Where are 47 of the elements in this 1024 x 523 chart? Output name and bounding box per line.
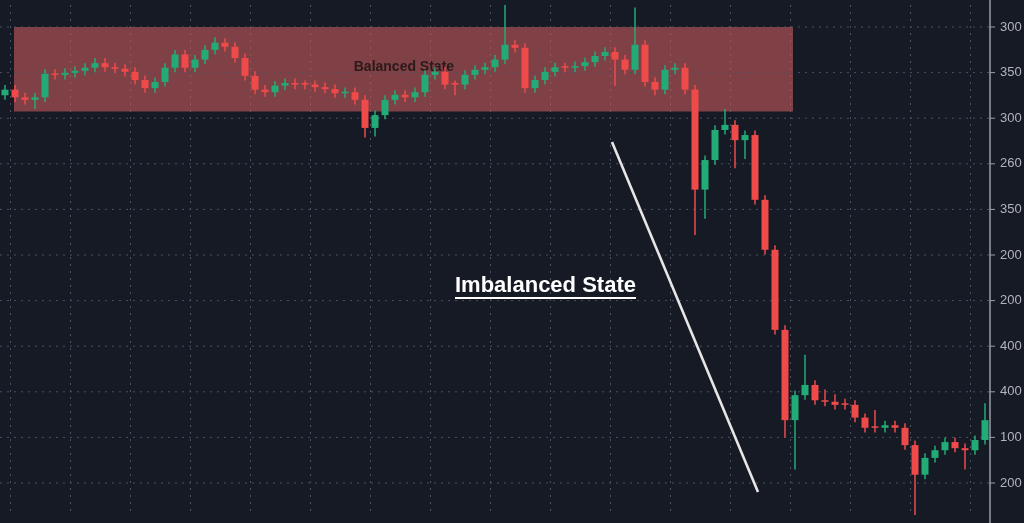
text: 260 (1000, 155, 1022, 171)
candlestick (821, 389, 829, 407)
candlestick (961, 443, 969, 470)
candlestick (501, 5, 509, 65)
band-label: Balanced State (353, 58, 455, 75)
candlestick (81, 63, 89, 76)
candlestick (101, 58, 109, 72)
text: 200 (1000, 474, 1022, 490)
candlestick (731, 120, 739, 169)
candlestick (1, 85, 9, 100)
candlestick (721, 109, 729, 135)
annotation: Imbalanced State (455, 272, 636, 298)
text: 300 (1000, 109, 1022, 125)
text: 400 (1000, 383, 1022, 399)
candlestick (601, 47, 609, 61)
candlestick (301, 80, 309, 90)
candlestick (741, 130, 749, 160)
candlestick (291, 78, 299, 90)
candlestick (221, 38, 229, 52)
text: 350 (1000, 200, 1022, 216)
candlestick (871, 409, 879, 433)
candlestick (611, 47, 619, 87)
candlestick (71, 66, 79, 78)
candlestick (841, 398, 849, 410)
candlestick (281, 78, 289, 91)
candlestick (321, 82, 329, 94)
candlestick (451, 80, 459, 96)
text: 100 (1000, 428, 1022, 444)
candlestick (511, 40, 519, 53)
candlestick (31, 92, 39, 110)
text: 300 (1000, 18, 1022, 34)
candlestick (51, 69, 59, 80)
text: 200 (1000, 246, 1022, 262)
candlestick (61, 68, 69, 80)
candlestick (111, 62, 119, 74)
candlestick (571, 61, 579, 73)
candlestick (801, 354, 809, 400)
candlestick (581, 57, 589, 71)
text: 350 (1000, 64, 1022, 80)
candlestick (671, 63, 679, 75)
text: 200 (1000, 292, 1022, 308)
text: 400 (1000, 337, 1022, 353)
candlestick (331, 84, 339, 98)
candlestick (561, 62, 569, 73)
candlestick (791, 390, 799, 470)
candlestick (121, 64, 129, 77)
candlestick (831, 394, 839, 410)
